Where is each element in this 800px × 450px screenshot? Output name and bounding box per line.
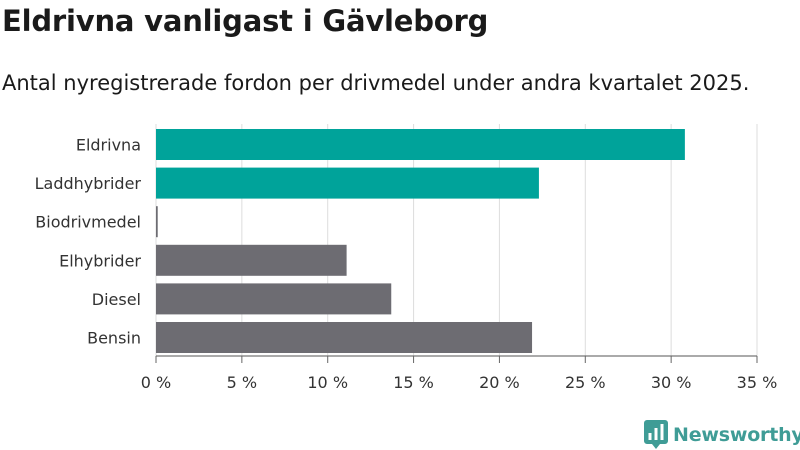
x-tick-label: 15 % <box>393 373 434 392</box>
category-labels: Eldrivna Laddhybrider Biodrivmedel Elhybrid… <box>35 136 142 348</box>
brand-name: Newsworthy <box>673 424 800 446</box>
x-tick-label: 10 % <box>307 373 348 392</box>
bar-diesel <box>156 283 392 315</box>
x-axis-tick-labels: 0 % 5 % 10 % 15 % 20 % 25 % 30 % 35 % <box>141 356 778 392</box>
chart-title: Eldrivna vanligast i Gävleborg <box>2 4 489 38</box>
gridlines <box>155 124 758 357</box>
newsworthy-logo: Newsworthy <box>644 420 800 450</box>
bar-chart: Eldrivna Laddhybrider Biodrivmedel Elhybrid… <box>35 124 778 392</box>
bar-bensin <box>156 322 533 353</box>
bar-laddhybrider <box>156 167 539 199</box>
bar-eldrivna <box>156 129 685 160</box>
x-tick-label: 35 % <box>737 373 778 392</box>
x-tick-label: 5 % <box>227 373 257 392</box>
category-label: Laddhybrider <box>35 174 142 193</box>
bar-chart-bubble-icon <box>644 420 668 449</box>
category-label: Biodrivmedel <box>35 213 141 232</box>
bar-biodrivmedel <box>156 206 158 238</box>
chart-subtitle: Antal nyregistrerade fordon per drivmede… <box>2 71 750 95</box>
bars <box>156 129 685 353</box>
x-tick-label: 20 % <box>479 373 520 392</box>
category-label: Diesel <box>92 290 141 309</box>
category-label: Elhybrider <box>59 251 141 270</box>
x-tick-label: 0 % <box>141 373 171 392</box>
x-tick-label: 30 % <box>651 373 692 392</box>
category-label: Eldrivna <box>76 136 141 155</box>
bar-elhybrider <box>156 244 347 276</box>
x-tick-label: 25 % <box>565 373 606 392</box>
category-label: Bensin <box>87 329 141 348</box>
